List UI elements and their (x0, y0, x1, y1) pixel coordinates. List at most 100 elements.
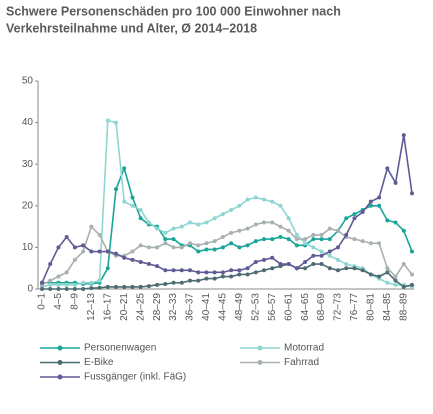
data-point (138, 216, 143, 221)
data-point (385, 166, 390, 171)
data-point (336, 257, 340, 262)
data-point (138, 207, 143, 212)
x-tick-label: 80–81 (366, 293, 377, 321)
data-point (229, 241, 234, 246)
x-tick-label: 56–57 (267, 293, 278, 321)
x-tick-label: 16–17 (102, 293, 113, 321)
data-point (48, 282, 53, 287)
data-point (163, 230, 168, 235)
data-point (72, 257, 77, 262)
data-point (311, 253, 316, 258)
data-point (368, 203, 373, 208)
data-point (253, 195, 258, 200)
data-point (352, 216, 357, 221)
data-point (401, 262, 406, 267)
data-point (401, 284, 406, 289)
data-point (229, 207, 234, 212)
data-point (155, 264, 160, 269)
data-point (196, 278, 201, 283)
x-tick-label: 4–5 (53, 293, 64, 310)
data-point (245, 226, 250, 231)
data-point (377, 241, 382, 246)
data-point (196, 243, 201, 248)
data-point (146, 284, 151, 289)
data-point (344, 232, 349, 237)
data-point (97, 232, 102, 237)
data-point (212, 247, 217, 252)
data-point (212, 270, 217, 275)
data-point (130, 195, 135, 200)
data-point (89, 224, 94, 229)
data-point (253, 239, 258, 244)
data-point (48, 287, 53, 291)
data-point (410, 282, 414, 287)
data-point (81, 280, 86, 285)
data-point (393, 220, 398, 225)
series-line (41, 119, 413, 288)
data-point (237, 228, 242, 233)
data-point (336, 228, 340, 233)
data-point (171, 237, 176, 242)
data-point (327, 266, 332, 271)
data-point (368, 199, 373, 204)
data-point (270, 220, 275, 225)
y-tick-label: 30 (22, 159, 34, 170)
data-point (253, 222, 258, 227)
x-tick-label: 52–53 (250, 293, 261, 321)
data-point (303, 266, 308, 271)
data-point (319, 253, 324, 258)
data-point (278, 203, 283, 208)
data-point (138, 259, 143, 264)
data-point (105, 118, 110, 123)
legend-label: Fahrrad (284, 357, 319, 368)
data-point (72, 245, 77, 250)
data-point (138, 243, 143, 248)
data-point (89, 280, 94, 285)
data-point (393, 274, 398, 279)
data-point (81, 243, 86, 248)
data-point (171, 268, 176, 273)
data-point (64, 270, 69, 275)
data-point (105, 266, 110, 271)
data-point (319, 249, 324, 254)
data-point (278, 224, 283, 229)
data-point (286, 237, 291, 242)
data-point (344, 266, 349, 271)
legend-label: Fussgänger (inkl. FäG) (84, 372, 186, 383)
x-tick-label: 28–29 (152, 293, 163, 321)
data-point (40, 280, 44, 285)
data-point (163, 237, 168, 242)
data-point (212, 276, 217, 281)
x-tick-label: 32–33 (168, 293, 179, 321)
data-point (56, 274, 61, 279)
data-point (220, 235, 225, 239)
x-tick-label: 72–73 (333, 293, 344, 321)
data-point (146, 245, 151, 250)
data-point (311, 245, 316, 250)
data-point (311, 237, 316, 242)
data-point (360, 210, 365, 215)
data-point (245, 266, 250, 271)
data-point (229, 268, 234, 273)
data-point (171, 226, 176, 231)
y-tick-label: 0 (27, 284, 33, 295)
data-point (286, 262, 291, 267)
data-point (393, 278, 398, 283)
x-tick-label: 68–69 (316, 293, 327, 321)
data-point (89, 249, 94, 254)
data-point (204, 270, 209, 275)
data-point (212, 239, 217, 244)
data-point (245, 197, 250, 202)
y-tick-label: 50 (22, 76, 34, 87)
legend-swatch (57, 360, 63, 365)
x-tick-label: 44–45 (218, 293, 229, 321)
y-tick-label: 40 (22, 117, 34, 128)
data-point (385, 270, 390, 275)
data-point (64, 282, 69, 287)
data-point (89, 286, 94, 291)
x-tick-label: 48–49 (234, 293, 245, 321)
data-point (163, 241, 168, 246)
data-point (368, 241, 373, 246)
data-point (294, 266, 299, 271)
series-line (42, 263, 413, 290)
